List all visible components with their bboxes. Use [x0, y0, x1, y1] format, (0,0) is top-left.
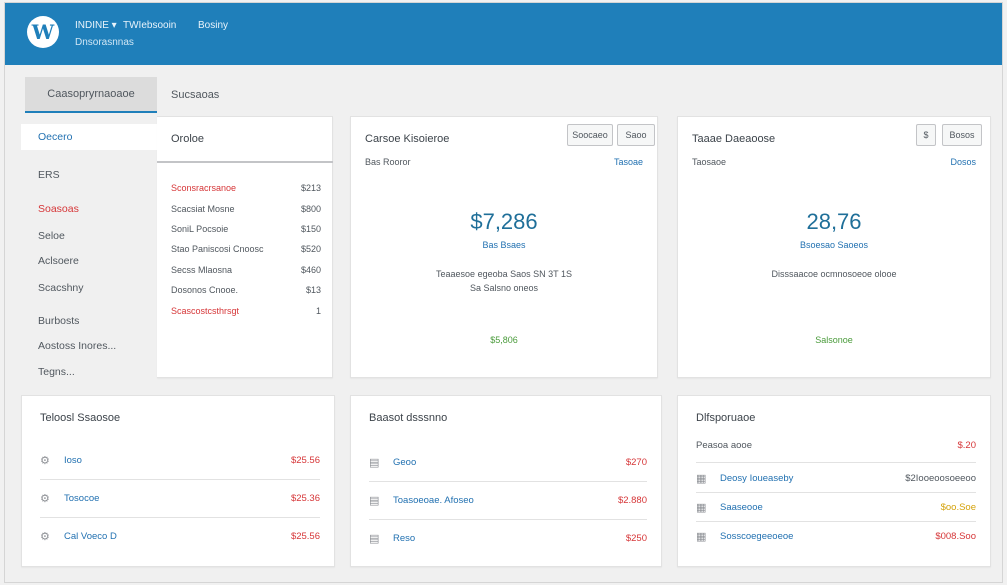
summary-title: Taaae Daeaoose: [692, 133, 776, 145]
tab-bar: Caasopryrnaoaoe Sucsaoas: [25, 77, 233, 113]
nav-item-9[interactable]: Tegns...: [38, 366, 75, 378]
bottom-card-3: Dlfsporuaoe Peasoa aooe $.20 ▦ Deosy Iou…: [677, 395, 991, 567]
left-navigation: Oecero ERS Soasoas Seloe Aclsoere Scacsh…: [21, 116, 161, 378]
order-row[interactable]: Sconsracrsanoe $213: [171, 183, 321, 193]
save-button[interactable]: Saoo: [617, 124, 655, 146]
nav-item-2[interactable]: ERS: [38, 169, 60, 181]
order-row[interactable]: Secss Mlaosna $460: [171, 265, 321, 275]
list-item[interactable]: ⚙ Ioso $25.56: [40, 454, 320, 467]
list-item[interactable]: ⚙ Tosocoe $25.36: [40, 492, 320, 505]
order-row[interactable]: Scacsiat Mosne $800: [171, 204, 321, 214]
summary-title: Carsoe Kisoieroe: [365, 133, 450, 145]
summary-description: Teaaesoe egeoba Saos SN 3T 1S Sa Salsno …: [436, 269, 572, 293]
list-item[interactable]: ▤ Geoo $270: [369, 456, 647, 469]
divider: [696, 462, 976, 463]
table-icon: ▦: [696, 501, 707, 514]
card-title: Dlfsporuaoe: [696, 412, 756, 424]
options-button[interactable]: Bosos: [942, 124, 982, 146]
summary-total-label: Bas Bsaes: [482, 240, 526, 250]
order-row[interactable]: Scascostcsthrsgt 1: [171, 306, 321, 316]
header-link[interactable]: TWIebsooin: [123, 20, 177, 31]
divider: [40, 517, 320, 518]
gear-icon: ⚙: [40, 454, 50, 467]
summary-total: 28,76: [806, 209, 862, 234]
list-item[interactable]: ▦ Saaseooe $oo.Soe: [696, 501, 976, 514]
divider: [40, 479, 320, 480]
table-icon: ▦: [696, 472, 707, 485]
site-name-menu[interactable]: INDINE ▾: [75, 20, 117, 31]
order-row[interactable]: SoniL Pocsoie $150: [171, 224, 321, 234]
nav-item-7[interactable]: Burbosts: [38, 315, 80, 327]
orders-card: Oroloe Sconsracrsanoe $213 Scacsiat Mosne…: [157, 116, 333, 378]
summary-total-label: Bsoesao Saoeos: [799, 240, 869, 250]
summary-link[interactable]: Tasoae: [613, 157, 643, 167]
table-icon: ▦: [696, 530, 707, 543]
card-title: Teloosl Ssaosoe: [40, 412, 121, 424]
divider: [696, 521, 976, 522]
summary-highlight: $5,806: [490, 335, 518, 345]
summary-highlight: Salsonoe: [815, 335, 853, 345]
nav-item-3[interactable]: Soasoas: [38, 203, 79, 215]
gear-icon: ⚙: [40, 492, 50, 505]
divider: [696, 492, 976, 493]
nav-item-4[interactable]: Seloe: [38, 230, 65, 242]
divider: [369, 481, 647, 482]
bottom-card-1: Teloosl Ssaosoe ⚙ Ioso $25.56 ⚙ Tosocoe …: [21, 395, 335, 567]
document-icon: ▤: [369, 456, 380, 469]
summary-card-sales: Carsoe Kisoieroe Soocaeo Saoo Bas Rooror…: [350, 116, 658, 378]
gear-icon: ⚙: [40, 530, 50, 543]
list-item[interactable]: ▦ Sosscoegeeoeoe $008.Soo: [696, 530, 976, 543]
document-icon: ▤: [369, 532, 380, 545]
filter-button[interactable]: Soocaeo: [567, 124, 613, 146]
summary-description: Disssaacoe ocmnosoeoe olooe: [771, 269, 897, 279]
nav-item-6[interactable]: Scacshny: [38, 282, 84, 294]
card-title: Baasot dsssnno: [369, 412, 448, 424]
admin-header: W INDINE ▾ TWIebsooin Bosiny Dnsorasnnas: [5, 3, 1002, 65]
tab-primary[interactable]: Caasopryrnaoaoe: [25, 77, 157, 113]
divider: [157, 161, 333, 163]
summary-total: $7,286: [470, 209, 538, 234]
divider: [369, 519, 647, 520]
wordpress-logo-icon[interactable]: W: [27, 16, 59, 48]
nav-item-5[interactable]: Aclsoere: [38, 255, 79, 267]
orders-title: Oroloe: [171, 133, 205, 145]
summary-link[interactable]: Dosos: [950, 157, 976, 167]
header-link-secondary[interactable]: Bosiny: [198, 20, 229, 31]
list-item[interactable]: ▦ Deosy Ioueaseby $2Iooeoosoeeoo: [696, 472, 976, 485]
tab-secondary[interactable]: Sucsaoas: [171, 89, 220, 101]
summary-subtitle: Bas Rooror: [365, 157, 411, 167]
nav-item-8[interactable]: Aostoss Inores...: [38, 340, 117, 352]
document-icon: ▤: [369, 494, 380, 507]
list-header: Peasoa aooe $.20: [696, 440, 976, 451]
nav-item-1[interactable]: Oecero: [21, 124, 161, 150]
header-subtitle: Dnsorasnnas: [75, 37, 134, 48]
app-window: W INDINE ▾ TWIebsooin Bosiny Dnsorasnnas…: [4, 2, 1003, 583]
list-item[interactable]: ▤ Toasoeoae. Afoseo $2.880: [369, 494, 647, 507]
order-row[interactable]: Dosonos Cnooe. $13: [171, 285, 321, 295]
summary-subtitle: Taosaoe: [692, 157, 727, 167]
list-item[interactable]: ⚙ Cal Voeco D $25.56: [40, 530, 320, 543]
bottom-card-2: Baasot dsssnno ▤ Geoo $270 ▤ Toasoeoae. …: [350, 395, 662, 567]
summary-card-traffic: Taaae Daeaoose $ Bosos Taosaoe Dosos 28,…: [677, 116, 991, 378]
list-item[interactable]: ▤ Reso $250: [369, 532, 647, 545]
currency-button[interactable]: $: [916, 124, 936, 146]
order-row[interactable]: Stao Paniscosi Cnoosc $520: [171, 244, 321, 254]
